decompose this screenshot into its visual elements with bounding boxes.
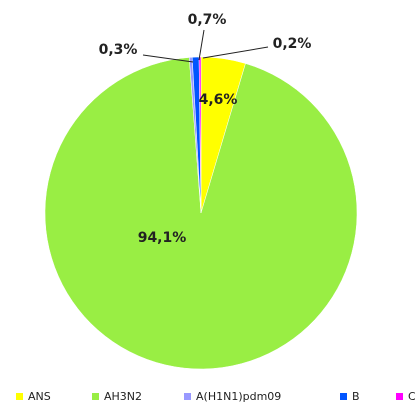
data-label: 0,2%	[273, 36, 312, 52]
legend-swatch	[16, 393, 23, 400]
data-label: 0,3%	[99, 42, 138, 58]
legend-swatch	[340, 393, 347, 400]
leader-line	[142, 54, 194, 63]
data-label: 0,7%	[188, 12, 227, 28]
legend-label: B	[352, 390, 360, 403]
legend-label: C	[408, 390, 415, 403]
legend-label: A(H1N1)pdm09	[196, 390, 281, 403]
legend-swatch	[396, 393, 403, 400]
legend-swatch	[184, 393, 191, 400]
legend-label: AH3N2	[104, 390, 142, 403]
data-label: 94,1%	[138, 230, 187, 246]
leader-line	[198, 29, 205, 61]
legend-label: ANS	[28, 390, 51, 403]
data-label: 4,6%	[199, 92, 238, 108]
legend-swatch	[92, 393, 99, 400]
leader-line	[202, 46, 269, 59]
pie-slice	[44, 57, 358, 370]
